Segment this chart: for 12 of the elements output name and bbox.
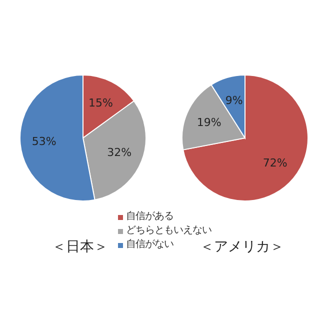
data-label: 15% <box>88 96 113 110</box>
legend-label: どちらともいえない <box>126 224 212 238</box>
legend-label: 自信がある <box>126 210 174 224</box>
data-label: 9% <box>225 94 243 107</box>
text: ＜アメリカ＞ <box>199 238 285 256</box>
data-label: 19% <box>196 116 222 129</box>
text: ＜日本＞ <box>52 239 108 255</box>
legend-label: 自信がない <box>126 238 174 252</box>
data-label: 72% <box>262 156 288 170</box>
pie-slice <box>182 74 308 202</box>
data-label: 32% <box>107 146 132 159</box>
data-label: 53% <box>32 135 56 148</box>
